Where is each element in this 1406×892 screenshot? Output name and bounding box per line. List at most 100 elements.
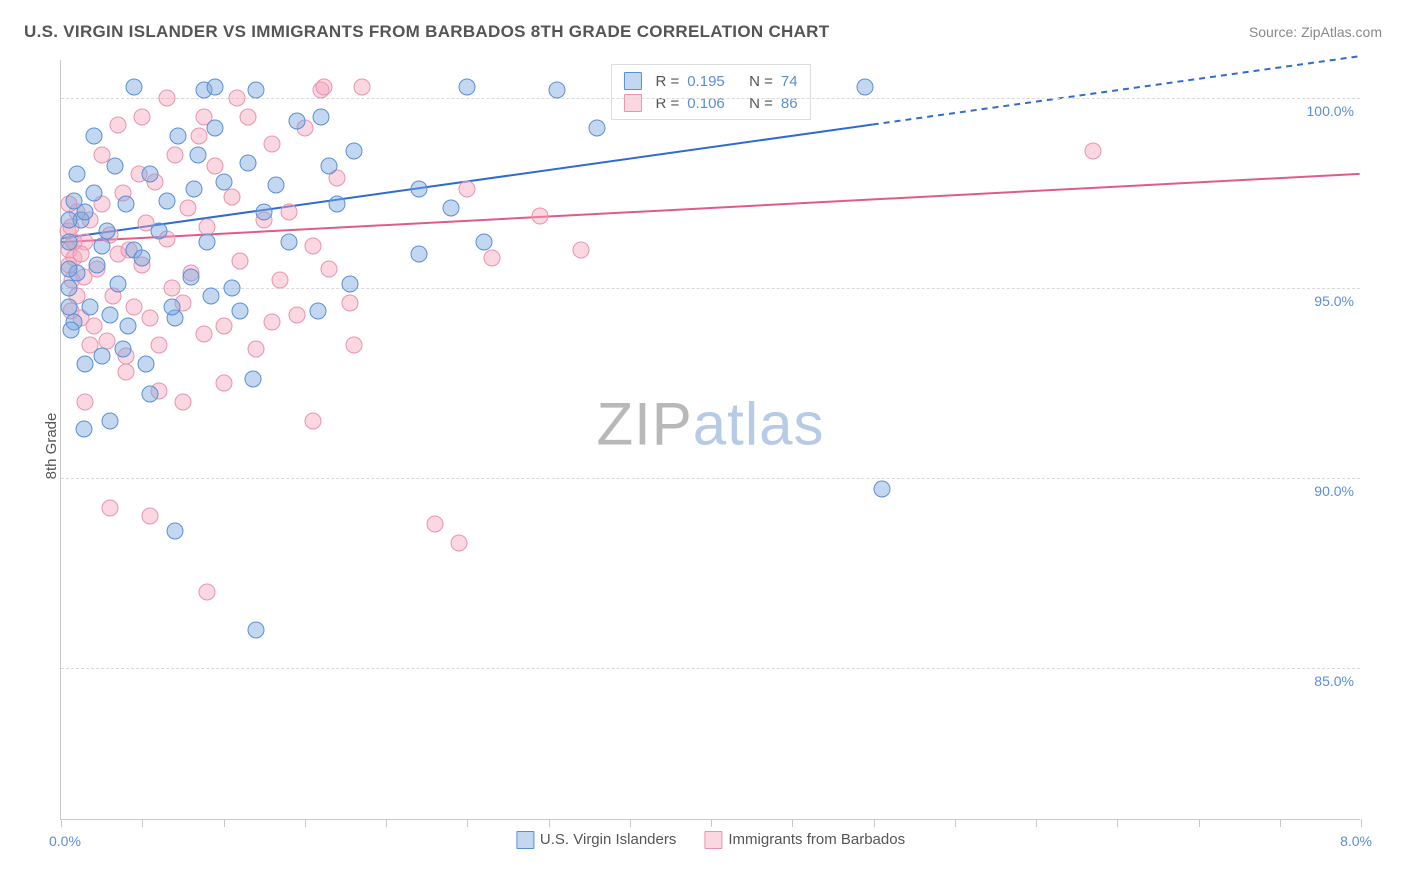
point-series-a — [126, 78, 143, 95]
point-series-b — [142, 508, 159, 525]
point-series-a — [77, 356, 94, 373]
source-name: ZipAtlas.com — [1301, 24, 1382, 40]
point-series-b — [158, 90, 175, 107]
point-series-a — [345, 143, 362, 160]
point-series-a — [61, 280, 78, 297]
legend-swatch-b — [623, 94, 641, 112]
y-axis-label: 8th Grade — [43, 413, 60, 480]
gridline-h — [61, 668, 1360, 669]
point-series-b — [288, 306, 305, 323]
point-series-a — [186, 181, 203, 198]
chart-title: U.S. VIRGIN ISLANDER VS IMMIGRANTS FROM … — [24, 22, 829, 42]
xtick — [1361, 819, 1362, 827]
point-series-a — [142, 166, 159, 183]
point-series-a — [267, 177, 284, 194]
point-series-a — [288, 112, 305, 129]
point-series-b — [248, 340, 265, 357]
xtick — [61, 819, 62, 827]
point-series-b — [118, 363, 135, 380]
point-series-a — [118, 196, 135, 213]
point-series-b — [272, 272, 289, 289]
xtick — [874, 819, 875, 827]
xtick — [467, 819, 468, 827]
legend-r-value-a: 0.195 — [687, 73, 725, 90]
point-series-b — [304, 413, 321, 430]
point-series-a — [137, 356, 154, 373]
point-series-a — [75, 420, 92, 437]
correlation-legend: R = 0.195 N = 74 R = 0.106 N = 86 — [610, 64, 810, 120]
xtick — [1036, 819, 1037, 827]
point-series-a — [410, 181, 427, 198]
point-series-b — [109, 116, 126, 133]
x-axis-min-label: 0.0% — [49, 833, 81, 849]
ytick-label: 95.0% — [1314, 293, 1354, 309]
point-series-a — [256, 204, 273, 221]
ytick-label: 85.0% — [1314, 673, 1354, 689]
point-series-a — [443, 200, 460, 217]
legend-item-a: U.S. Virgin Islanders — [516, 831, 676, 849]
point-series-a — [61, 261, 78, 278]
point-series-a — [134, 249, 151, 266]
x-axis-max-label: 8.0% — [1340, 833, 1372, 849]
point-series-b — [280, 204, 297, 221]
point-series-b — [191, 128, 208, 145]
point-series-a — [170, 128, 187, 145]
xtick — [386, 819, 387, 827]
regression-lines-layer — [61, 60, 1360, 819]
point-series-b — [199, 584, 216, 601]
point-series-a — [62, 321, 79, 338]
legend-row-series-a: R = 0.195 N = 74 — [623, 70, 797, 92]
point-series-b — [142, 310, 159, 327]
point-series-b — [77, 394, 94, 411]
point-series-a — [589, 120, 606, 137]
xtick — [711, 819, 712, 827]
point-series-a — [244, 371, 261, 388]
point-series-a — [93, 238, 110, 255]
point-series-a — [158, 192, 175, 209]
series-a-label: U.S. Virgin Islanders — [540, 831, 676, 848]
point-series-b — [532, 207, 549, 224]
point-series-b — [166, 147, 183, 164]
xtick — [549, 819, 550, 827]
point-series-b — [345, 337, 362, 354]
point-series-a — [313, 109, 330, 126]
xtick — [1117, 819, 1118, 827]
xtick — [630, 819, 631, 827]
point-series-a — [321, 158, 338, 175]
xtick — [1280, 819, 1281, 827]
point-series-b — [304, 238, 321, 255]
point-series-a — [61, 211, 78, 228]
point-series-b — [264, 314, 281, 331]
point-series-a — [248, 82, 265, 99]
point-series-a — [548, 82, 565, 99]
point-series-b — [174, 394, 191, 411]
xtick — [1199, 819, 1200, 827]
point-series-b — [126, 299, 143, 316]
point-series-a — [119, 318, 136, 335]
xtick — [792, 819, 793, 827]
xtick — [305, 819, 306, 827]
xtick — [955, 819, 956, 827]
legend-swatch-b2 — [704, 831, 722, 849]
legend-n-value-a: 74 — [781, 73, 798, 90]
point-series-a — [183, 268, 200, 285]
point-series-b — [342, 295, 359, 312]
point-series-b — [321, 261, 338, 278]
point-series-b — [179, 200, 196, 217]
point-series-b — [353, 78, 370, 95]
point-series-a — [207, 78, 224, 95]
point-series-b — [101, 500, 118, 517]
point-series-a — [475, 234, 492, 251]
point-series-b — [264, 135, 281, 152]
legend-row-series-b: R = 0.106 N = 86 — [623, 92, 797, 114]
point-series-b — [228, 90, 245, 107]
regression-line — [873, 56, 1360, 124]
source-attribution: Source: ZipAtlas.com — [1249, 24, 1382, 40]
point-series-a — [98, 223, 115, 240]
point-series-a — [189, 147, 206, 164]
point-series-a — [106, 158, 123, 175]
point-series-a — [857, 78, 874, 95]
point-series-b — [196, 325, 213, 342]
point-series-a — [280, 234, 297, 251]
point-series-b — [215, 375, 232, 392]
